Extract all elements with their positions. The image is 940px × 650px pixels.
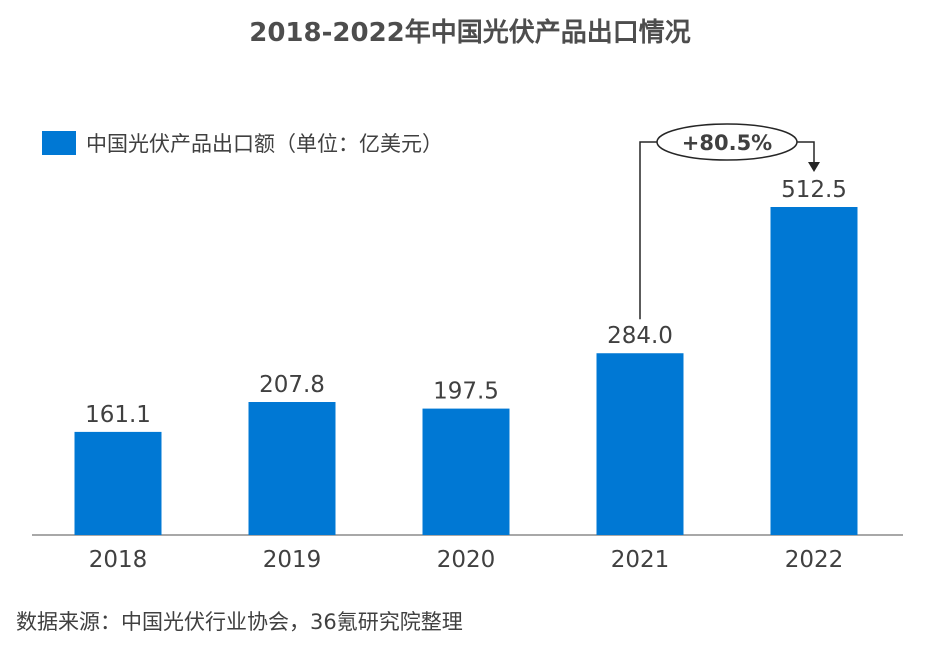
data-label-2020: 197.5 bbox=[433, 379, 499, 405]
legend-swatch bbox=[42, 131, 76, 155]
bar-2021 bbox=[596, 353, 684, 535]
data-label-2022: 512.5 bbox=[781, 177, 847, 203]
growth-ellipse bbox=[656, 123, 798, 161]
x-tick-label-2018: 2018 bbox=[89, 547, 148, 573]
x-tick-label-2020: 2020 bbox=[437, 547, 496, 573]
growth-rate-label: +80.5% bbox=[682, 131, 772, 155]
x-tick-label-2019: 2019 bbox=[263, 547, 322, 573]
data-label-2021: 284.0 bbox=[607, 323, 673, 349]
data-label-2019: 207.8 bbox=[259, 372, 325, 398]
bar-2020 bbox=[422, 408, 510, 535]
data-label-2018: 161.1 bbox=[85, 402, 151, 428]
source-note: 数据来源：中国光伏行业协会，36氪研究院整理 bbox=[16, 610, 463, 634]
bar-2018 bbox=[74, 431, 162, 535]
growth-arrow-head bbox=[808, 162, 820, 172]
growth-annotation: +80.5% bbox=[639, 123, 820, 320]
legend: 中国光伏产品出口额（单位：亿美元） bbox=[42, 128, 443, 158]
legend-label: 中国光伏产品出口额（单位：亿美元） bbox=[86, 132, 443, 156]
chart-title: 2018-2022年中国光伏产品出口情况 bbox=[249, 18, 691, 48]
x-tick-label-2022: 2022 bbox=[785, 547, 844, 573]
bar-2022 bbox=[770, 207, 858, 535]
bars-layer: 161.1 2018 207.8 2019 197.5 2020 284.0 2021 512.… bbox=[74, 177, 858, 573]
x-tick-label-2021: 2021 bbox=[611, 547, 670, 573]
bar-2019 bbox=[248, 402, 336, 535]
